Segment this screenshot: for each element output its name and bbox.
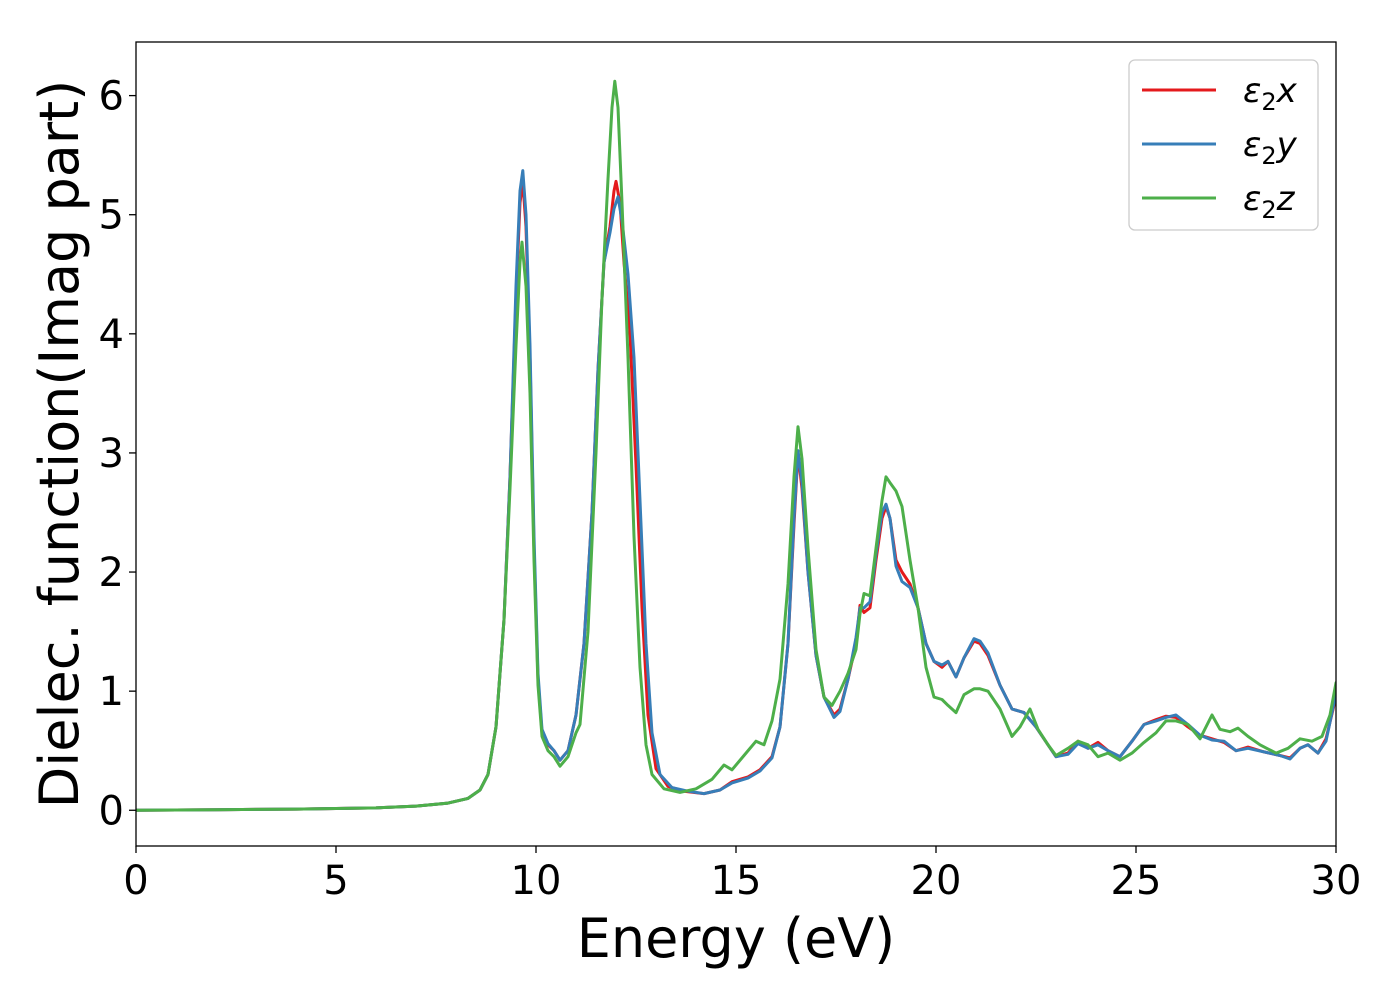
legend-box <box>1128 59 1319 231</box>
y-tick-label: 0 <box>99 788 124 834</box>
x-axis: 0 5 10 15 20 25 30 <box>123 846 1361 904</box>
legend-label-y: ε2y <box>1243 125 1298 170</box>
series-line-z <box>136 79 1336 812</box>
x-tick-label: 10 <box>511 858 562 904</box>
x-tick-label: 20 <box>911 858 962 904</box>
legend-label-z: ε2z <box>1243 179 1296 224</box>
y-tick-label: 4 <box>99 312 124 358</box>
y-axis-label: Dielec. function(Imag part) <box>28 80 91 809</box>
legend: ε2x ε2y ε2z <box>1128 59 1319 231</box>
legend-label-x: ε2x <box>1243 71 1298 116</box>
y-tick-label: 3 <box>99 431 124 477</box>
y-axis: 0 1 2 3 4 5 6 <box>99 74 136 834</box>
x-tick-label: 15 <box>711 858 762 904</box>
x-tick-label: 5 <box>323 858 348 904</box>
series-layer <box>136 79 1336 812</box>
x-tick-label: 30 <box>1311 858 1362 904</box>
y-tick-label: 5 <box>99 193 124 239</box>
y-tick-label: 2 <box>99 550 124 596</box>
x-tick-label: 0 <box>123 858 148 904</box>
y-tick-label: 1 <box>99 669 124 715</box>
x-axis-label: Energy (eV) <box>577 907 896 970</box>
y-tick-label: 6 <box>99 74 124 120</box>
x-tick-label: 25 <box>1111 858 1162 904</box>
